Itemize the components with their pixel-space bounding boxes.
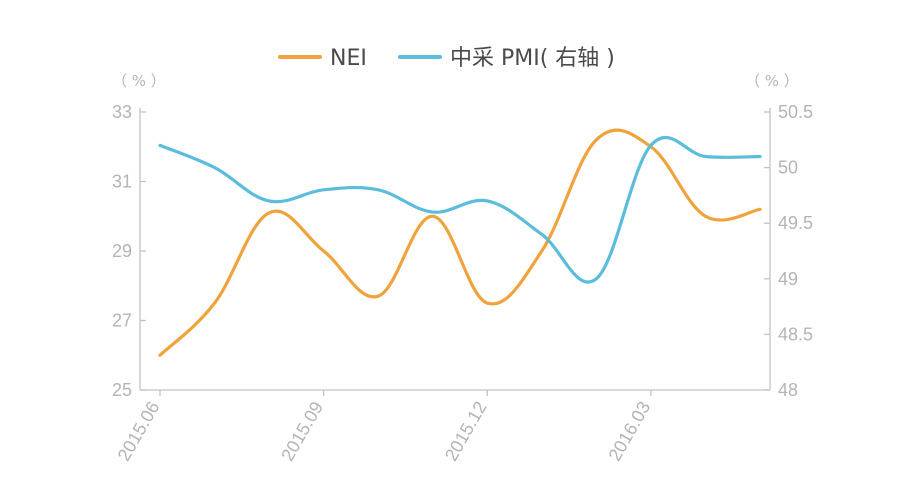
- left-tick-label: 29: [112, 241, 132, 261]
- x-tick-label: 2015.09: [277, 398, 327, 464]
- left-tick-label: 31: [112, 172, 132, 192]
- legend-label-pmi: 中采 PMI( 右轴 ): [450, 46, 615, 71]
- axes: [139, 108, 771, 396]
- legend-label-nei: NEI: [330, 46, 367, 71]
- legend: NEI 中采 PMI( 右轴 ): [278, 46, 615, 71]
- x-tick-label: 2015.12: [441, 398, 491, 464]
- left-axis-unit-label: （ % ）: [112, 72, 166, 90]
- series-line-nei: [158, 128, 762, 357]
- right-tick-label: 48: [778, 380, 798, 400]
- x-tick-label: 2016.03: [605, 398, 655, 464]
- right-tick-label: 50.5: [778, 102, 813, 122]
- series-lines: [158, 128, 762, 357]
- series-line-pmi: [158, 136, 762, 284]
- right-axis-unit-label: （ % ）: [745, 72, 799, 90]
- right-tick-label: 49.5: [778, 213, 813, 233]
- x-tick-label: 2015.06: [114, 398, 164, 464]
- right-tick-label: 49: [778, 269, 798, 289]
- left-tick-label: 33: [112, 102, 132, 122]
- right-tick-label: 50: [778, 158, 798, 178]
- right-tick-label: 48.5: [778, 324, 813, 344]
- left-tick-label: 25: [112, 380, 132, 400]
- left-tick-label: 27: [112, 311, 132, 331]
